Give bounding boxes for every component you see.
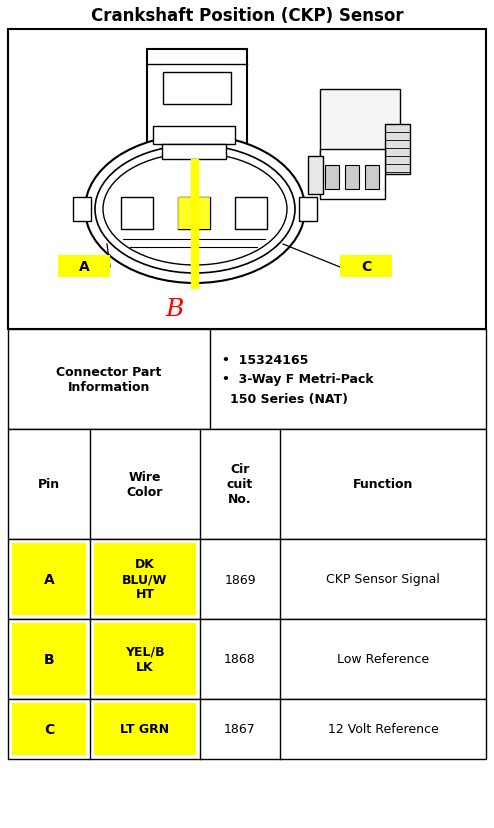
- Text: DK
BLU/W
HT: DK BLU/W HT: [123, 558, 167, 601]
- Bar: [163, 73, 231, 105]
- Bar: [299, 198, 317, 222]
- Bar: [8, 699, 486, 759]
- Text: CKP Sensor Signal: CKP Sensor Signal: [326, 573, 440, 585]
- Bar: [12, 703, 86, 755]
- Text: Function: Function: [353, 478, 413, 491]
- Bar: [94, 623, 196, 696]
- Text: Low Reference: Low Reference: [337, 652, 429, 666]
- Text: B: B: [166, 297, 184, 320]
- Text: Pin: Pin: [38, 478, 60, 491]
- Text: 150 Series (NAT): 150 Series (NAT): [230, 393, 348, 406]
- Bar: [8, 430, 486, 539]
- Bar: [8, 330, 486, 430]
- Bar: [162, 145, 226, 160]
- Text: YEL/B
LK: YEL/B LK: [125, 645, 165, 673]
- Text: 1868: 1868: [224, 652, 256, 666]
- Text: A: A: [79, 260, 89, 274]
- Text: B: B: [43, 652, 54, 667]
- Text: Cir
cuit
No.: Cir cuit No.: [227, 463, 253, 506]
- Bar: [385, 125, 410, 175]
- Text: LT GRN: LT GRN: [121, 723, 169, 735]
- Ellipse shape: [103, 154, 287, 266]
- Bar: [58, 256, 110, 277]
- Ellipse shape: [85, 136, 305, 284]
- Text: Crankshaft Position (CKP) Sensor: Crankshaft Position (CKP) Sensor: [91, 7, 403, 25]
- Bar: [73, 198, 91, 222]
- Text: 1867: 1867: [224, 723, 256, 735]
- Bar: [121, 198, 153, 229]
- Bar: [320, 150, 385, 200]
- Bar: [94, 703, 196, 755]
- Bar: [308, 156, 323, 195]
- Bar: [153, 127, 235, 145]
- Text: Connector Part
Information: Connector Part Information: [56, 365, 162, 393]
- Bar: [8, 539, 486, 619]
- Bar: [8, 30, 486, 330]
- Bar: [340, 256, 392, 277]
- Bar: [178, 198, 210, 229]
- Text: 12 Volt Reference: 12 Volt Reference: [328, 723, 438, 735]
- Text: 1869: 1869: [224, 573, 256, 585]
- Bar: [345, 166, 359, 190]
- Bar: [12, 623, 86, 696]
- Bar: [178, 198, 210, 229]
- Bar: [8, 619, 486, 699]
- Bar: [325, 166, 339, 190]
- Bar: [147, 50, 247, 145]
- Text: •  15324165: • 15324165: [222, 353, 308, 366]
- Text: C: C: [361, 260, 371, 274]
- Bar: [235, 198, 267, 229]
- Ellipse shape: [95, 146, 295, 274]
- Bar: [320, 90, 400, 160]
- Bar: [365, 166, 379, 190]
- Text: C: C: [44, 722, 54, 736]
- Text: A: A: [43, 572, 54, 586]
- Bar: [94, 543, 196, 615]
- Text: •  3-Way F Metri-Pack: • 3-Way F Metri-Pack: [222, 373, 373, 386]
- Bar: [12, 543, 86, 615]
- Text: Wire
Color: Wire Color: [127, 470, 163, 498]
